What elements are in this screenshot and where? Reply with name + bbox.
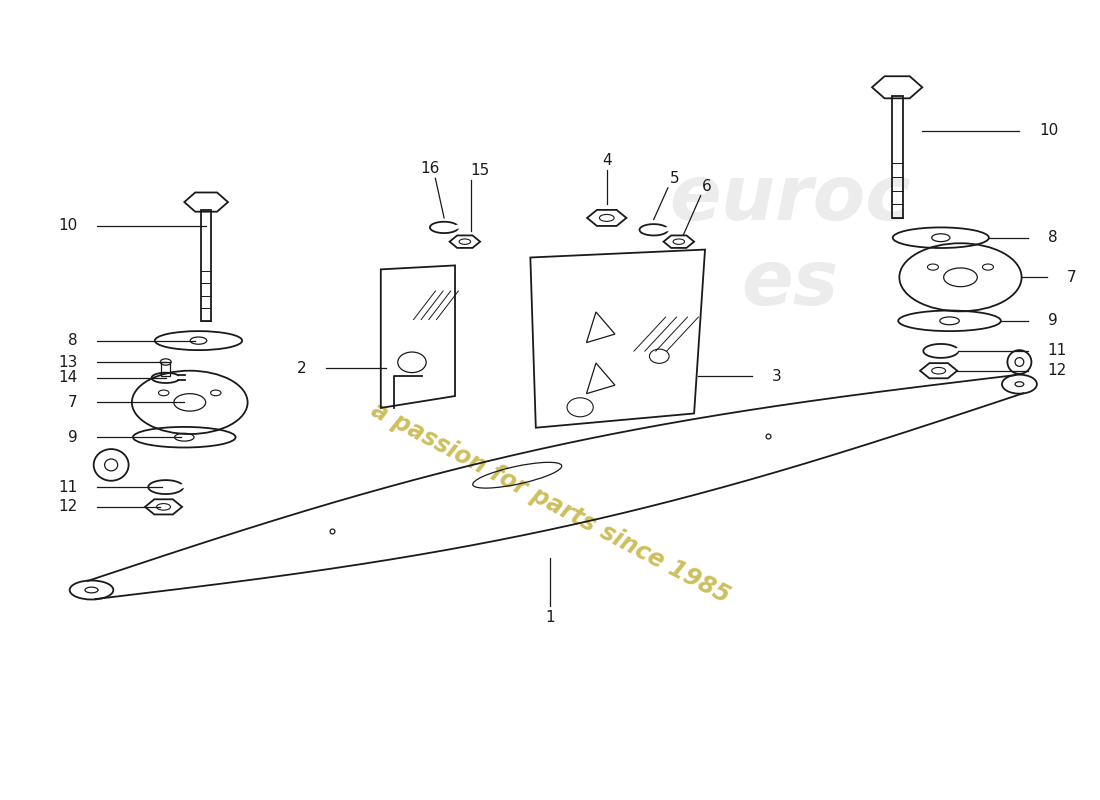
Text: 2: 2 bbox=[297, 361, 307, 376]
Text: 16: 16 bbox=[420, 162, 440, 176]
Text: 13: 13 bbox=[58, 354, 77, 370]
Text: 9: 9 bbox=[1048, 314, 1057, 328]
Text: 6: 6 bbox=[702, 178, 712, 194]
Text: 7: 7 bbox=[68, 395, 77, 410]
Text: euroc
es: euroc es bbox=[670, 162, 911, 322]
Text: 15: 15 bbox=[471, 163, 490, 178]
Text: 7: 7 bbox=[1066, 270, 1076, 285]
Bar bbox=[201, 210, 211, 321]
Bar bbox=[892, 96, 903, 218]
Text: 4: 4 bbox=[602, 154, 612, 169]
Text: 12: 12 bbox=[1048, 363, 1067, 378]
Text: 8: 8 bbox=[68, 333, 77, 348]
Bar bbox=[162, 362, 170, 376]
Text: 12: 12 bbox=[58, 499, 77, 514]
Text: 14: 14 bbox=[58, 370, 77, 386]
Text: 9: 9 bbox=[67, 430, 77, 445]
Text: 11: 11 bbox=[58, 479, 77, 494]
Text: 11: 11 bbox=[1048, 343, 1067, 358]
Text: 10: 10 bbox=[58, 218, 77, 234]
Text: 1: 1 bbox=[546, 610, 554, 626]
Text: 8: 8 bbox=[1048, 230, 1057, 246]
Text: 5: 5 bbox=[670, 171, 680, 186]
Text: 10: 10 bbox=[1040, 123, 1058, 138]
Text: 3: 3 bbox=[771, 369, 781, 384]
Text: a passion for parts since 1985: a passion for parts since 1985 bbox=[366, 398, 734, 608]
